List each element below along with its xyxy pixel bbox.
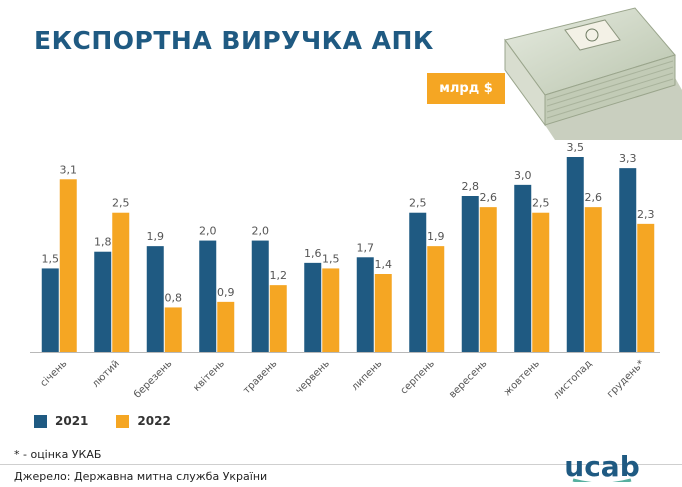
x-tick-label-6: червень [294,358,332,396]
bar-2022-7 [374,274,392,352]
data-label-2021-8: 2,5 [409,197,427,210]
x-tick-label-2: лютий [90,358,122,390]
bar-2021-1 [41,268,59,352]
money-stack-image [504,7,682,140]
data-label-2021-3: 1,9 [147,230,165,243]
bar-2022-6 [322,268,340,352]
x-tick-label-11: листопад [551,358,594,401]
logo-wordmark: ucab [564,452,639,482]
footnote: * - оцінка УКАБ [14,448,102,461]
x-tick-label-4: квітень [191,358,227,394]
legend-swatch-2022 [116,414,130,428]
bar-2021-5 [251,240,269,352]
bar-2021-9 [461,196,479,352]
data-label-2021-1: 1,5 [42,252,60,265]
x-tick-label-12: грудень* [605,358,647,400]
data-label-2022-3: 0,8 [165,291,183,304]
data-label-2022-12: 2,3 [637,208,655,221]
data-label-2021-12: 3,3 [619,152,637,165]
data-label-2022-1: 3,1 [60,163,78,176]
data-label-2021-2: 1,8 [94,236,112,249]
legend-swatch-2021 [34,414,47,428]
data-label-2021-9: 2,8 [462,180,480,193]
data-label-2022-6: 1,5 [322,252,340,265]
bar-2021-4 [199,240,217,352]
data-label-2021-5: 2,0 [252,225,270,238]
ucab-logo: ucab [564,452,640,482]
bar-chart: 1,5 3,1 січень 1,8 2,5 лютий 1,9 0,8 березень 2,0… [30,141,660,401]
x-tick-label-5: травень [241,358,279,396]
data-label-2022-4: 0,9 [217,286,235,299]
data-label-2022-10: 2,5 [532,197,550,210]
data-label-2022-9: 2,6 [480,191,498,204]
legend-item-2022: 2022 [116,414,171,428]
bar-2021-10 [514,184,532,352]
data-label-2021-6: 1,6 [304,247,322,260]
legend-item-2021: 2021 [34,414,88,428]
data-label-2021-7: 1,7 [357,241,375,254]
bar-2022-10 [532,212,550,352]
data-label-2022-8: 1,9 [427,230,445,243]
unit-badge: млрд $ [427,73,505,104]
data-label-2021-11: 3,5 [567,141,585,154]
data-label-2021-4: 2,0 [199,225,217,238]
data-label-2022-2: 2,5 [112,197,130,210]
bar-2021-8 [409,212,427,352]
bar-2022-4 [217,301,235,352]
bar-2021-3 [146,246,164,352]
x-tick-label-3: березень [132,358,174,400]
bar-2022-11 [584,207,602,352]
source-note: Джерело: Державна митна служба України [14,470,268,483]
bar-2022-3 [164,307,182,352]
data-label-2021-10: 3,0 [514,169,532,182]
bar-2021-7 [356,257,374,352]
x-tick-label-1: січень [38,358,70,390]
x-tick-label-9: вересень [447,358,489,400]
bar-2021-11 [566,157,584,352]
data-label-2022-7: 1,4 [375,258,393,271]
x-tick-label-10: жовтень [502,358,542,398]
bar-2022-9 [479,207,497,352]
legend-label-2022: 2022 [137,414,171,428]
bar-2021-2 [94,251,112,352]
data-label-2022-5: 1,2 [270,269,288,282]
bar-2021-12 [619,168,637,352]
x-tick-label-7: липень [350,358,385,393]
bar-2022-8 [427,246,445,352]
legend: 2021 2022 [34,414,171,428]
bar-2022-2 [112,212,130,352]
x-tick-label-8: серпень [399,358,437,396]
bar-2022-12 [637,223,655,352]
data-label-2022-11: 2,6 [585,191,603,204]
chart-title: ЕКСПОРТНА ВИРУЧКА АПК [34,26,434,55]
bar-2021-6 [304,262,322,352]
footer-divider [0,464,682,465]
legend-label-2021: 2021 [55,414,89,428]
bar-2022-5 [269,285,287,352]
bar-2022-1 [59,179,77,352]
